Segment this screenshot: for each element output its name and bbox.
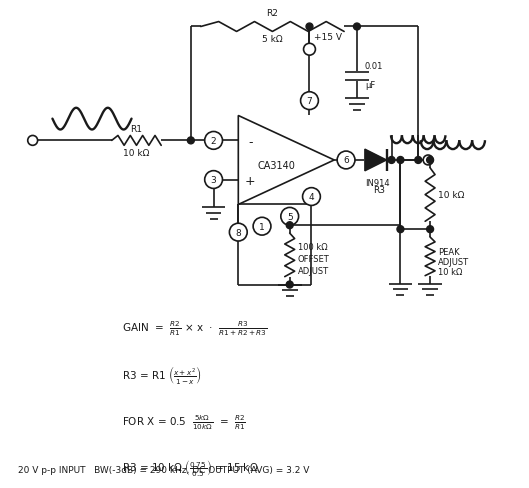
Circle shape: [300, 93, 318, 110]
Text: μF: μF: [365, 81, 375, 90]
Text: 10 kΩ: 10 kΩ: [438, 267, 462, 276]
Circle shape: [286, 282, 293, 288]
Text: 10 kΩ: 10 kΩ: [438, 191, 464, 200]
Circle shape: [397, 157, 404, 164]
Text: PEAK: PEAK: [438, 247, 460, 256]
Circle shape: [187, 138, 194, 144]
Circle shape: [205, 171, 223, 189]
Circle shape: [423, 156, 433, 165]
Text: 0.01: 0.01: [365, 62, 383, 71]
Text: GAIN  =  $\frac{R2}{R1}$ × x  ·  $\frac{R3}{R1 + R2 + R3}$: GAIN = $\frac{R2}{R1}$ × x · $\frac{R3}{…: [122, 319, 267, 337]
Text: -: -: [248, 136, 252, 148]
Text: FOR X = 0.5  $\frac{5 k\Omega}{10 k\Omega}$  =  $\frac{R2}{R1}$: FOR X = 0.5 $\frac{5 k\Omega}{10 k\Omega…: [122, 412, 245, 430]
Text: 5: 5: [287, 212, 293, 222]
Text: R1: R1: [131, 125, 142, 134]
Text: +15 V: +15 V: [314, 33, 342, 42]
Text: 5 kΩ: 5 kΩ: [262, 35, 282, 44]
Text: R3: R3: [373, 186, 386, 195]
Text: ADJUST: ADJUST: [438, 257, 469, 266]
Circle shape: [337, 152, 355, 169]
Circle shape: [426, 157, 434, 164]
Circle shape: [286, 223, 293, 229]
Text: R3 = 10 kΩ $\left(\frac{0.75}{0.5}\right)$ = 15 kΩ: R3 = 10 kΩ $\left(\frac{0.75}{0.5}\right…: [122, 457, 258, 477]
Circle shape: [281, 208, 298, 226]
Text: IN914: IN914: [366, 179, 390, 187]
Circle shape: [28, 136, 38, 146]
Circle shape: [306, 24, 313, 31]
Circle shape: [304, 44, 315, 56]
Text: 6: 6: [343, 156, 349, 165]
Circle shape: [253, 218, 271, 236]
Text: OFFSET: OFFSET: [298, 255, 330, 264]
Text: 3: 3: [211, 176, 216, 184]
Text: +: +: [245, 175, 256, 188]
Circle shape: [397, 226, 404, 233]
Circle shape: [388, 157, 395, 164]
Circle shape: [205, 132, 223, 150]
Polygon shape: [365, 150, 387, 171]
Circle shape: [303, 188, 321, 206]
Text: 100 kΩ: 100 kΩ: [298, 243, 327, 252]
Circle shape: [230, 224, 247, 242]
Text: 2: 2: [211, 137, 216, 145]
Circle shape: [426, 226, 434, 233]
Text: 8: 8: [235, 228, 241, 237]
Text: CA3140: CA3140: [258, 161, 295, 170]
Text: 10 kΩ: 10 kΩ: [123, 149, 150, 158]
Text: 1: 1: [259, 222, 265, 231]
Circle shape: [353, 24, 360, 31]
Text: R2: R2: [267, 9, 278, 18]
Circle shape: [415, 157, 422, 164]
Text: ADJUST: ADJUST: [298, 266, 329, 276]
Text: 7: 7: [307, 97, 312, 106]
Text: 4: 4: [308, 193, 314, 202]
Text: 20 V p-p INPUT   BW(-3dB) = 290 kHz, DC OUTPUT (AVG) = 3.2 V: 20 V p-p INPUT BW(-3dB) = 290 kHz, DC OU…: [18, 466, 309, 474]
Text: R3 = R1 $\left(\frac{x + x^2}{1 - x}\right)$: R3 = R1 $\left(\frac{x + x^2}{1 - x}\rig…: [122, 363, 202, 385]
